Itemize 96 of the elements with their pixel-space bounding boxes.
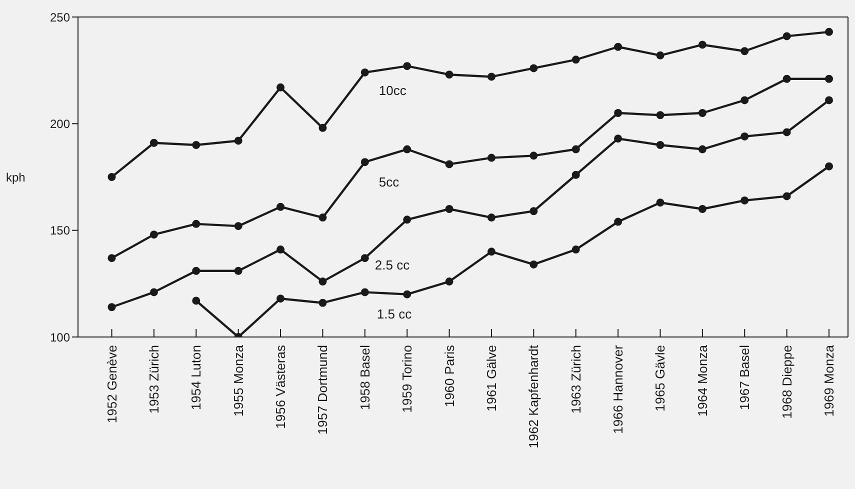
point — [234, 222, 242, 230]
y-axis-title: kph — [6, 170, 26, 184]
point — [698, 109, 706, 117]
point — [656, 51, 664, 60]
point — [360, 288, 369, 296]
point — [487, 248, 496, 256]
x-tick-label: 1956 Västeras — [273, 344, 288, 429]
point — [108, 254, 116, 262]
point — [192, 141, 200, 149]
point — [276, 246, 285, 254]
point — [572, 145, 580, 154]
x-tick-label: 1953 Zürich — [146, 345, 162, 414]
point — [360, 158, 369, 166]
x-tick-label: 1965 Gävle — [652, 345, 668, 412]
x-tick-label: 1961 Gälve — [484, 345, 499, 412]
point — [276, 83, 285, 92]
x-tick-label: 1966 Hannover — [610, 344, 626, 434]
y-tick-label: 250 — [50, 10, 70, 24]
series-label: 2.5 cc — [374, 258, 410, 273]
point — [192, 296, 200, 305]
point — [318, 278, 327, 286]
point — [782, 192, 791, 200]
series-label: 5cc — [378, 174, 400, 190]
point — [360, 254, 369, 262]
y-tick-label: 200 — [50, 116, 70, 131]
point — [276, 202, 285, 211]
point — [614, 134, 622, 143]
point — [656, 141, 664, 149]
point — [403, 216, 412, 224]
point — [572, 170, 580, 179]
point — [698, 145, 706, 154]
point — [403, 145, 412, 154]
x-tick-label: 1969 Monza — [822, 344, 837, 417]
series-label: 10cc — [378, 82, 407, 98]
point — [530, 260, 538, 268]
point — [276, 294, 285, 303]
point — [445, 205, 454, 213]
y-tick-label: 100 — [50, 330, 70, 344]
point — [530, 152, 538, 160]
point — [487, 214, 496, 222]
point — [192, 220, 200, 228]
point — [825, 96, 834, 104]
point — [445, 70, 454, 79]
point — [403, 62, 412, 70]
x-tick-label: 1959 Torino — [400, 345, 415, 413]
point — [530, 64, 538, 72]
point — [740, 47, 749, 56]
x-tick-label: 1958 Basel — [357, 344, 372, 410]
x-tick-label: 1955 Monza — [230, 344, 246, 417]
x-tick-label: 1954 Luton — [188, 345, 204, 410]
x-tick-label: 1962 Kapfenhardt — [526, 344, 542, 448]
point — [572, 246, 580, 254]
point — [108, 303, 116, 312]
point — [614, 42, 622, 51]
point — [150, 288, 158, 296]
point — [445, 160, 454, 168]
point — [614, 109, 622, 117]
series-label: 1.5 cc — [376, 306, 412, 322]
point — [740, 196, 749, 204]
point — [782, 74, 791, 83]
point — [150, 230, 158, 239]
point — [530, 207, 538, 216]
point — [108, 173, 116, 181]
point — [698, 205, 706, 213]
point — [782, 128, 791, 136]
x-tick-label: 1967 Basel — [737, 344, 752, 410]
point — [656, 198, 664, 207]
point — [487, 72, 496, 81]
point — [234, 266, 242, 275]
x-tick-label: 1952 Genève — [104, 345, 120, 424]
x-tick-label: 1957 Dortmund — [315, 345, 330, 435]
point — [825, 74, 834, 83]
point — [740, 132, 749, 140]
y-tick-label: 150 — [50, 224, 70, 238]
x-tick-label: 1968 Dieppe — [779, 345, 794, 419]
point — [234, 136, 242, 145]
point — [318, 214, 327, 222]
point — [487, 154, 496, 162]
point — [572, 56, 580, 64]
point — [318, 124, 327, 132]
point — [698, 40, 706, 49]
point — [656, 111, 664, 120]
x-tick-label: 1960 Paris — [442, 344, 457, 408]
point — [150, 138, 158, 147]
point — [403, 290, 412, 298]
x-tick-label: 1963 Zürich — [568, 345, 584, 414]
point — [360, 68, 369, 76]
x-tick-label: 1964 Monza — [694, 344, 710, 417]
point — [825, 162, 834, 170]
point — [825, 28, 834, 36]
point — [782, 32, 791, 40]
point — [445, 278, 454, 286]
point — [614, 218, 622, 226]
point — [318, 298, 327, 307]
point — [192, 266, 200, 275]
point — [740, 96, 749, 104]
